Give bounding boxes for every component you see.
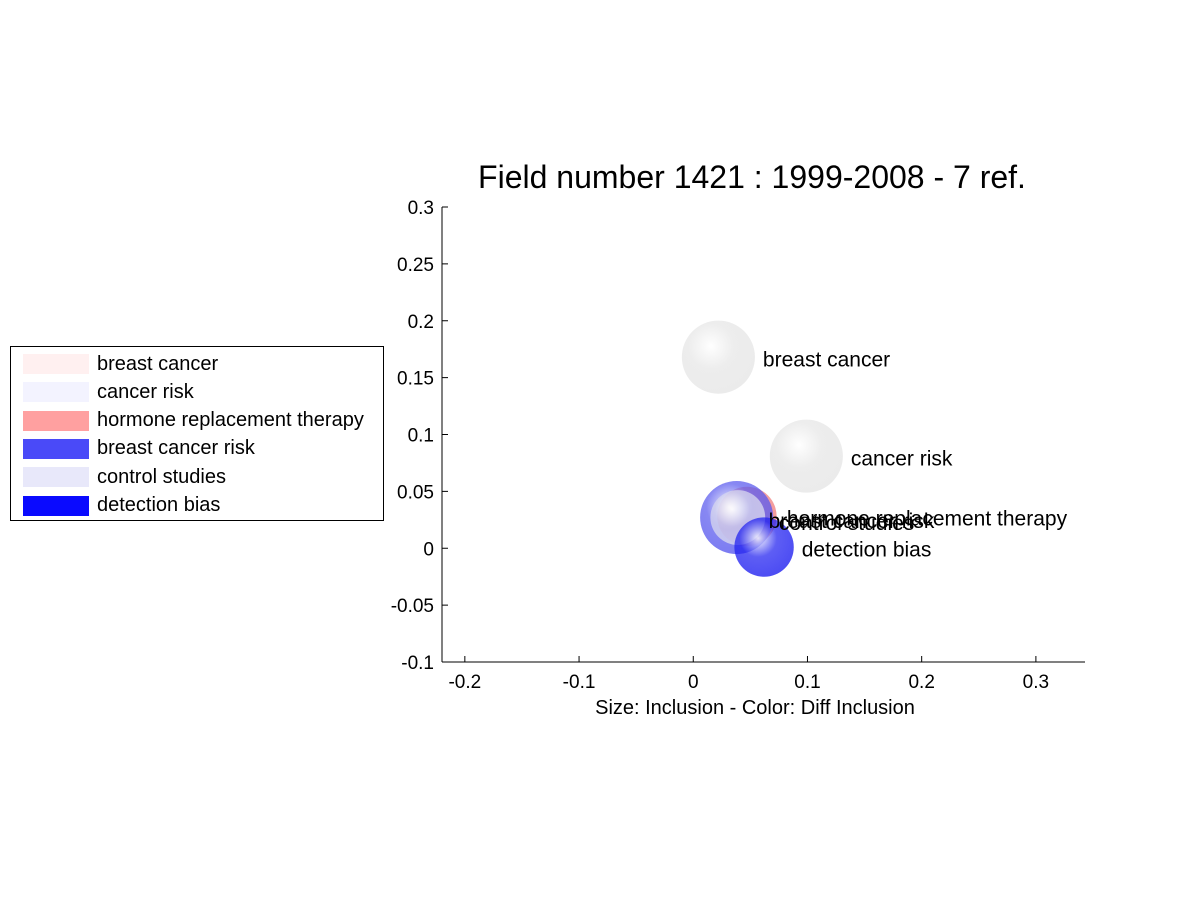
point-label: cancer risk [851,447,953,470]
x-tick-label: 0.2 [908,672,934,693]
x-tick-label: 0.1 [794,672,820,693]
y-tick-label: 0.25 [397,255,434,276]
point-label: breast cancer [763,348,890,371]
legend-label: breast cancer risk [97,437,255,460]
point-label: hormone replacement therapy [787,508,1068,531]
point-label: breast cancer risk [769,510,935,533]
y-tick-label: 0.05 [397,482,434,503]
x-tick-label: -0.2 [448,672,481,693]
y-tick-label: 0.3 [408,198,434,219]
legend-swatch [23,467,89,488]
y-tick-label: 0.1 [408,426,434,447]
legend-swatch [23,354,89,374]
legend-label: detection bias [97,494,221,516]
legend-label: cancer risk [97,380,194,403]
x-tick-label: 0 [688,672,699,693]
legend-item: breast cancer risk [23,437,255,460]
legend-swatch [23,410,89,431]
x-axis-label: Size: Inclusion - Color: Diff Inclusion [595,697,915,719]
bubble-point [734,517,794,577]
chart-title: Field number 1421 : 1999-2008 - 7 ref. [478,159,1026,195]
bubble-point [769,419,843,493]
y-tick-label: 0 [423,539,434,560]
legend-label: hormone replacement therapy [97,409,364,432]
y-tick-label: -0.05 [391,596,434,617]
point-label-layer: breast cancer cancer risk breast cancer ri… [763,348,1068,561]
legend-swatch [23,438,89,459]
bubble-layer [681,320,843,577]
x-tick-label: 0.3 [1023,672,1049,693]
y-tick-label: -0.1 [401,653,434,674]
bubble-point [681,320,755,394]
legend-item: hormone replacement therapy [23,409,364,432]
legend-label: control studies [97,465,226,488]
legend-swatch [23,495,89,516]
x-tick-label: -0.1 [563,672,596,693]
point-label: control studies [779,512,914,535]
point-label: detection bias [802,538,932,561]
legend-swatch [23,382,89,403]
legend: breast cancer cancer risk hormone replacem… [10,346,384,521]
legend-label: breast cancer [97,352,219,375]
legend-item: breast cancer [23,353,218,375]
legend-item: detection bias [23,494,221,517]
legend-item: control studies [23,466,226,488]
y-tick-label: 0.15 [397,369,434,390]
legend-item: cancer risk [23,381,194,403]
axes: -0.2 -0.1 0 0.1 0.2 0.3 -0.1 -0.05 0 0.05 0.1 0.15 0… [391,198,1085,693]
y-tick-label: 0.2 [408,312,434,333]
